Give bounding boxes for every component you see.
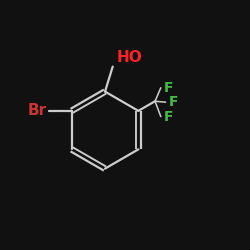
Text: F: F [164, 110, 173, 124]
Text: F: F [168, 95, 178, 109]
Text: Br: Br [28, 103, 47, 118]
Text: HO: HO [116, 50, 142, 65]
Text: F: F [164, 81, 173, 95]
